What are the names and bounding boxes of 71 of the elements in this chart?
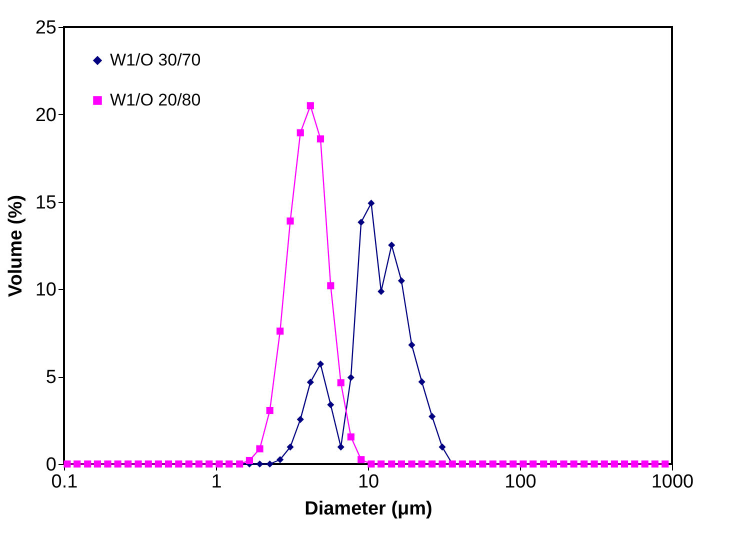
point: [520, 460, 527, 468]
point: [104, 460, 112, 468]
point: [347, 433, 354, 440]
legend-label: W1/O 20/80: [110, 90, 201, 110]
point: [185, 460, 192, 468]
point: [206, 460, 213, 468]
point: [418, 460, 426, 468]
point: [479, 460, 486, 468]
point: [134, 460, 142, 468]
legend-label: W1/O 30/70: [110, 50, 201, 70]
point: [64, 460, 71, 468]
y-tick-label: 20: [35, 104, 56, 126]
point: [337, 379, 344, 386]
point: [306, 102, 314, 110]
point: [154, 460, 162, 468]
x-tick-label: 100: [504, 472, 536, 492]
point: [590, 460, 598, 468]
point: [296, 129, 304, 136]
x-tick-label: 1: [211, 472, 222, 492]
x-axis-title: Diameter (μm): [304, 498, 432, 520]
point: [246, 456, 253, 464]
point: [489, 460, 496, 468]
point: [570, 460, 578, 468]
point: [398, 460, 405, 468]
point: [530, 460, 537, 468]
point: [620, 460, 628, 468]
y-tick-label: 25: [35, 18, 56, 38]
point: [610, 460, 618, 468]
point: [428, 460, 436, 468]
point: [468, 460, 476, 468]
point: [216, 460, 223, 468]
point: [114, 460, 122, 468]
point: [600, 460, 608, 468]
y-tick-label: 10: [35, 280, 56, 301]
point: [175, 460, 182, 468]
point: [560, 460, 568, 468]
y-axis-title: Volume (%): [5, 194, 26, 298]
point: [631, 460, 638, 468]
point: [550, 460, 557, 468]
point: [408, 460, 416, 468]
point: [195, 460, 202, 468]
point: [378, 460, 385, 468]
point: [74, 460, 81, 468]
point: [540, 460, 548, 468]
point: [266, 406, 274, 414]
point: [580, 460, 588, 468]
point: [388, 460, 396, 468]
point: [327, 282, 334, 290]
x-tick-label: 10: [358, 472, 380, 492]
point: [641, 460, 648, 468]
point: [438, 460, 446, 468]
point: [368, 460, 375, 468]
point: [124, 460, 132, 468]
point: [651, 460, 658, 468]
point: [276, 328, 284, 335]
point: [499, 460, 506, 468]
point: [226, 460, 233, 468]
point: [84, 460, 92, 468]
point: [286, 217, 294, 225]
point: [510, 460, 517, 468]
point: [662, 460, 669, 468]
x-tick-label: 1000: [651, 472, 694, 492]
point: [164, 460, 172, 468]
y-tick-label: 15: [35, 192, 56, 214]
point: [144, 460, 152, 468]
point: [94, 460, 101, 468]
point: [458, 460, 466, 468]
point: [316, 135, 324, 142]
y-tick-label: 5: [46, 367, 56, 388]
point: [256, 445, 264, 452]
point: [358, 456, 365, 464]
